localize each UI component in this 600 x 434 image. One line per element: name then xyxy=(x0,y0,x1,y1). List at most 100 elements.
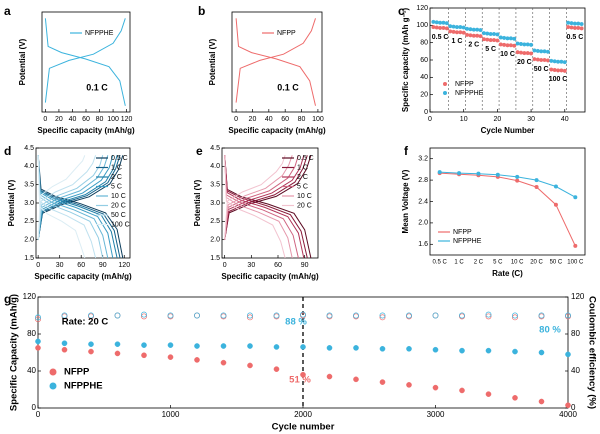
point xyxy=(478,28,483,33)
point xyxy=(434,25,439,30)
point xyxy=(194,343,200,349)
series-line xyxy=(439,172,576,247)
x-tick-label: 4000 xyxy=(559,410,577,419)
legend-label: 1 C xyxy=(297,164,308,171)
rate-label: 0.5 C xyxy=(432,34,449,41)
point xyxy=(539,49,544,54)
x-tick-label: 0.5 C xyxy=(433,260,448,266)
point xyxy=(431,19,436,24)
point xyxy=(458,30,463,35)
x-tick-label: 20 xyxy=(493,116,501,123)
point xyxy=(481,31,486,36)
point xyxy=(565,351,571,358)
y-axis-label: Potential (V) xyxy=(7,179,16,226)
series-line xyxy=(37,155,118,259)
y-axis-label: Potential (V) xyxy=(193,179,202,226)
point xyxy=(535,48,540,53)
point xyxy=(485,391,492,397)
marker xyxy=(515,174,520,179)
point xyxy=(538,312,545,319)
point xyxy=(556,59,561,64)
panel-letter: g xyxy=(4,292,11,306)
point xyxy=(220,312,227,319)
point xyxy=(512,43,517,48)
x-tick-label: 20 C xyxy=(530,260,543,266)
legend-label: NFPPHE xyxy=(85,30,114,37)
point xyxy=(562,68,567,73)
x-axis-label: Specific capacity (mAh/g) xyxy=(221,272,319,281)
point xyxy=(88,312,94,319)
y-tick-label: 60 xyxy=(420,57,428,64)
point xyxy=(515,50,520,55)
point xyxy=(529,42,534,47)
point xyxy=(535,57,540,62)
x-tick-label: 50 C xyxy=(550,260,563,266)
marker xyxy=(515,178,520,183)
y2-axis-label: Coulombic efficiency (%) xyxy=(586,296,597,409)
point xyxy=(468,33,473,38)
annotation: 80 % xyxy=(539,325,561,336)
x-tick-label: 40 xyxy=(69,116,77,123)
point xyxy=(431,25,436,30)
point xyxy=(552,67,557,72)
point xyxy=(300,311,306,318)
point xyxy=(559,68,564,73)
point xyxy=(326,373,333,380)
x-tick-label: 20 xyxy=(249,116,257,123)
point xyxy=(326,345,333,351)
rate-label: 1 C xyxy=(452,38,463,45)
point xyxy=(485,37,490,42)
point xyxy=(438,20,443,25)
point xyxy=(448,24,453,29)
y-tick-label: 3.2 xyxy=(418,156,428,163)
x-tick-label: 10 xyxy=(460,116,468,123)
point xyxy=(495,32,500,37)
x-tick-label: 80 xyxy=(96,116,104,123)
x-tick-label: 80 xyxy=(298,116,306,123)
point xyxy=(438,25,443,30)
point xyxy=(35,338,41,345)
point xyxy=(434,20,439,25)
y-tick-label: 2.5 xyxy=(24,218,34,225)
x-tick-label: 3000 xyxy=(427,410,445,419)
point xyxy=(556,68,561,73)
series-line xyxy=(224,155,286,259)
point xyxy=(498,42,503,47)
y-tick-label: 20 xyxy=(420,92,428,99)
x-tick-label: 100 C xyxy=(567,260,584,266)
point xyxy=(502,35,507,40)
point xyxy=(273,366,280,372)
point xyxy=(353,376,359,383)
x-tick-label: 10 C xyxy=(511,260,524,266)
x-axis-label: Specific capacity (mAh/g) xyxy=(37,126,135,135)
x-tick-label: 0 xyxy=(36,262,40,269)
point xyxy=(451,29,456,34)
legend-label: 50 C xyxy=(111,212,126,219)
point xyxy=(485,31,490,36)
y-axis-label: Potential (V) xyxy=(18,38,27,85)
point xyxy=(562,60,567,65)
point xyxy=(532,48,537,53)
point xyxy=(448,29,453,34)
point xyxy=(88,341,94,347)
marker xyxy=(495,172,500,177)
y-tick-label: 1.5 xyxy=(210,255,220,262)
point xyxy=(508,43,513,48)
y-tick-label: 4.5 xyxy=(210,145,220,152)
marker xyxy=(553,202,558,207)
series-line xyxy=(37,155,97,259)
series-line xyxy=(439,171,576,198)
point xyxy=(488,38,493,43)
y-tick-label: 80 xyxy=(27,329,36,338)
point xyxy=(538,398,545,405)
marker xyxy=(573,195,578,200)
point xyxy=(114,312,121,319)
point xyxy=(406,312,412,319)
x-tick-label: 30 xyxy=(527,116,535,123)
point xyxy=(515,41,520,46)
panel-letter: e xyxy=(196,144,203,158)
point xyxy=(532,57,537,62)
legend-label: 2 C xyxy=(297,174,308,181)
y-tick-label: 2.5 xyxy=(210,218,220,225)
point xyxy=(461,30,466,35)
